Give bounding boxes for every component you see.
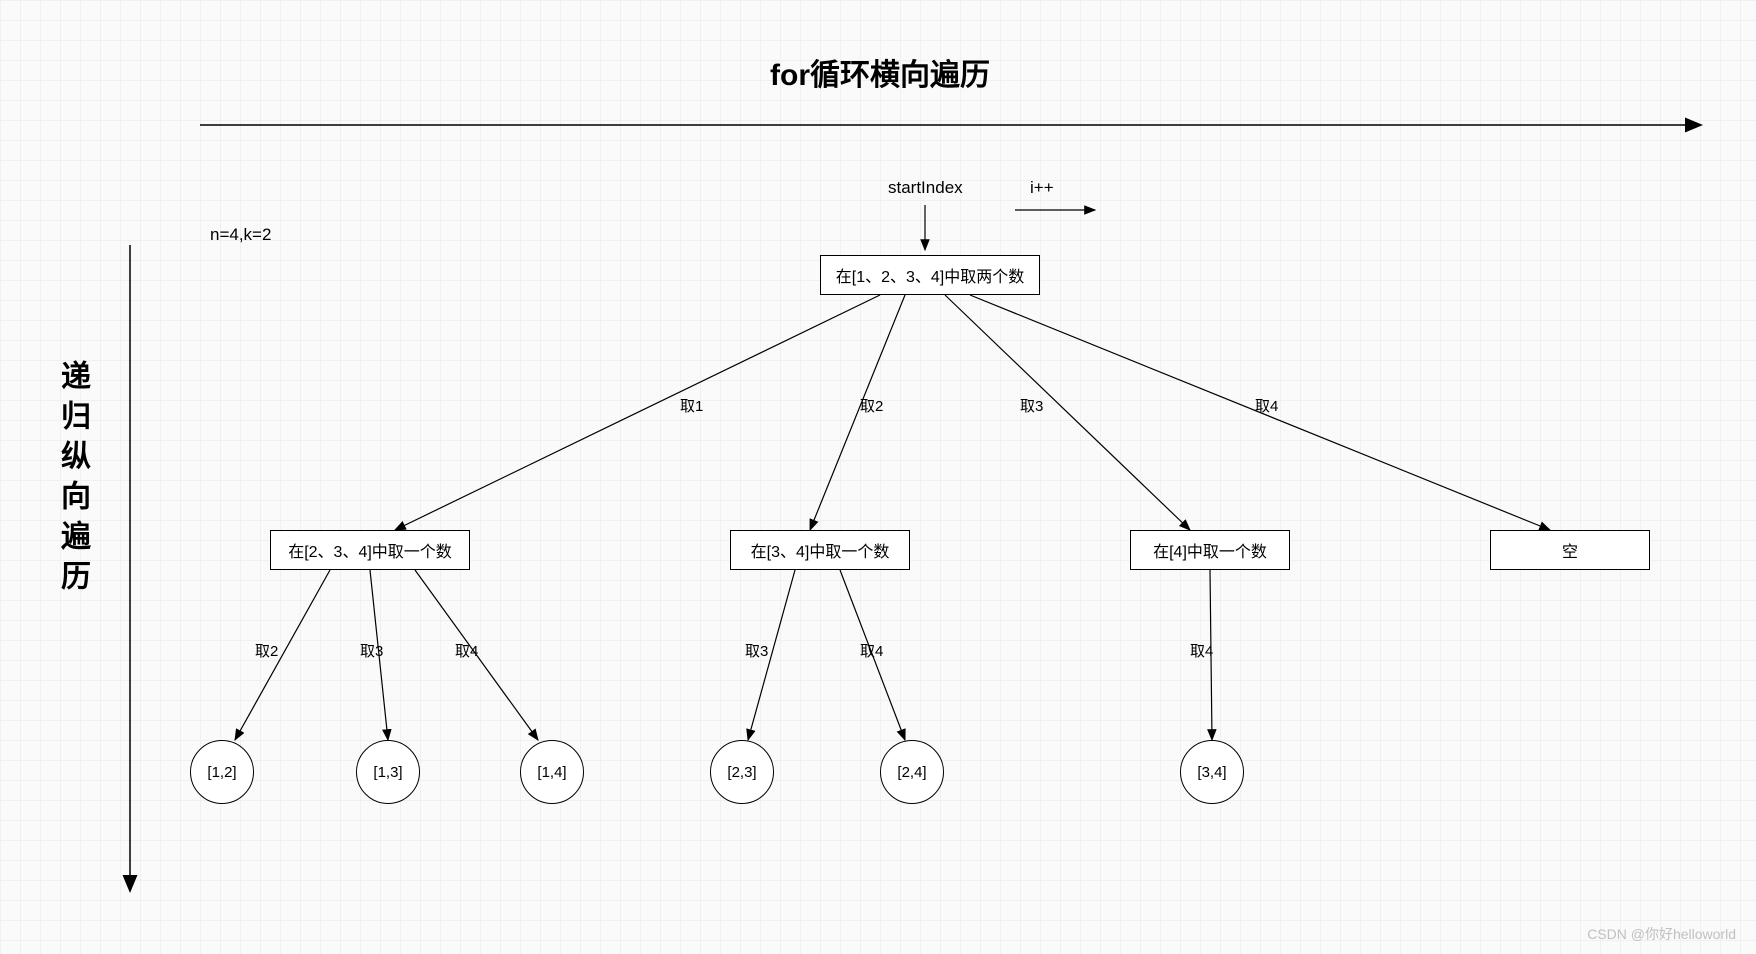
tree-leaf-node: [2,4] [880, 740, 944, 804]
param-label: n=4,k=2 [210, 225, 271, 245]
tree-leaf-node: [2,3] [710, 740, 774, 804]
edge-label: 取4 [1255, 395, 1278, 416]
tree-box-node: 在[1、2、3、4]中取两个数 [820, 255, 1040, 295]
edge-label: 取2 [860, 395, 883, 416]
start-index-label: startIndex [888, 178, 963, 198]
tree-leaf-node: [1,4] [520, 740, 584, 804]
watermark: CSDN @你好helloworld [1587, 924, 1736, 944]
edge-label: 取4 [1190, 640, 1213, 661]
tree-box-node: 在[3、4]中取一个数 [730, 530, 910, 570]
tree-leaf-node: [3,4] [1180, 740, 1244, 804]
tree-box-node: 在[4]中取一个数 [1130, 530, 1290, 570]
tree-leaf-node: [1,3] [356, 740, 420, 804]
edge-label: 取4 [455, 640, 478, 661]
tree-box-node: 空 [1490, 530, 1650, 570]
increment-label: i++ [1030, 178, 1054, 198]
title-vertical: 递归纵向遍历 [50, 360, 94, 600]
edge-label: 取4 [860, 640, 883, 661]
edge-label: 取3 [1020, 395, 1043, 416]
title-horizontal: for循环横向遍历 [770, 50, 990, 94]
edge-label: 取2 [255, 640, 278, 661]
diagram-svg [0, 0, 1756, 954]
edge-label: 取1 [680, 395, 703, 416]
tree-leaf-node: [1,2] [190, 740, 254, 804]
edge-label: 取3 [360, 640, 383, 661]
edge-label: 取3 [745, 640, 768, 661]
tree-box-node: 在[2、3、4]中取一个数 [270, 530, 470, 570]
